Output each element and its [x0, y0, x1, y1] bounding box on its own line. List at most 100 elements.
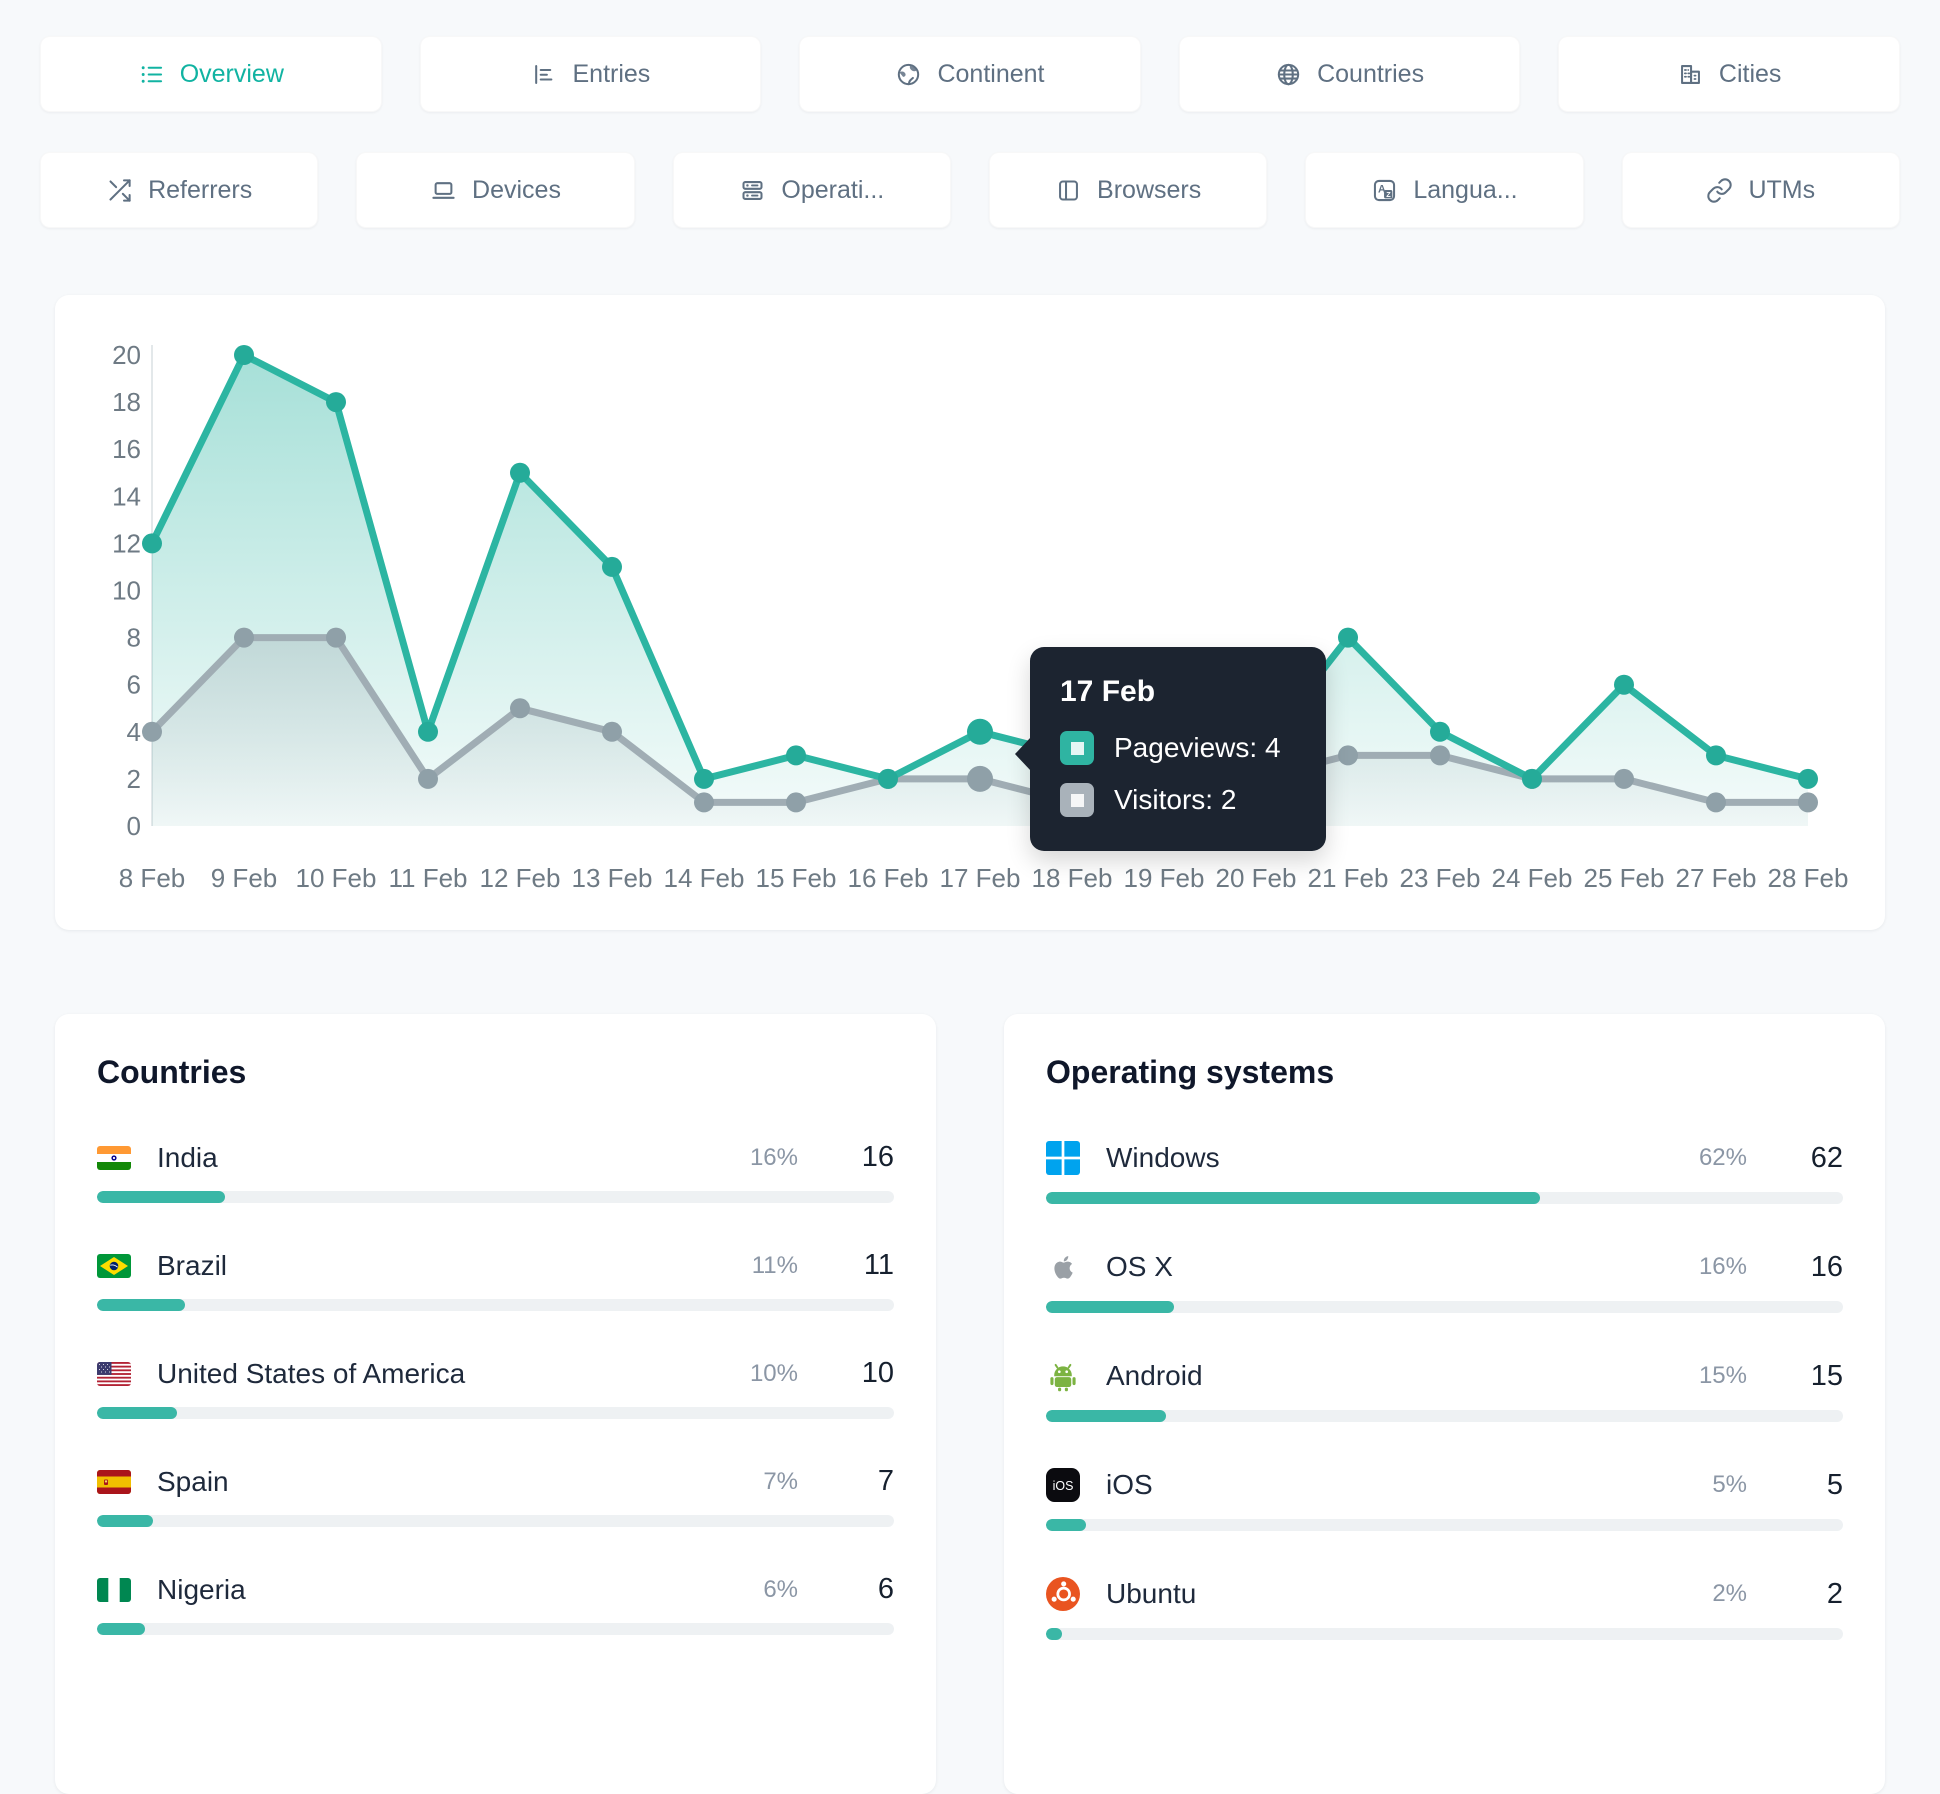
traffic-line-chart[interactable]: 0 2 4 6 8 10 12 14 16 18 20 8 Feb 9 Feb 10 Feb 11 Feb…	[55, 295, 1885, 930]
pageviews-point[interactable]	[1706, 745, 1726, 766]
visitors-point[interactable]	[694, 792, 714, 813]
stat-percent: 11%	[751, 1251, 798, 1279]
pageviews-point[interactable]	[1614, 674, 1634, 695]
stat-row-india[interactable]: India 16% 16	[97, 1141, 894, 1203]
tab-countries[interactable]: Countries	[1178, 36, 1521, 112]
tab-entries[interactable]: Entries	[419, 36, 762, 112]
panel-operating-systems: Operating systems Windows 62% 62 OS X 16…	[1004, 1014, 1885, 1794]
stat-value: 11	[863, 1249, 894, 1281]
visitors-point[interactable]	[786, 792, 806, 813]
tab-label: Browsers	[1097, 175, 1202, 204]
y-tick-label: 12	[112, 528, 141, 558]
visitors-point[interactable]	[1614, 768, 1634, 789]
stat-bar	[1046, 1301, 1843, 1313]
stat-bar	[97, 1299, 894, 1311]
pageviews-point[interactable]	[142, 533, 162, 554]
stat-percent: 16%	[1698, 1253, 1747, 1280]
tooltip-row-text: Pageviews: 4	[1114, 732, 1281, 763]
visitors-point[interactable]	[234, 627, 254, 648]
tab-devices[interactable]: Devices	[356, 152, 635, 228]
visitors-point[interactable]	[602, 721, 622, 742]
stat-row-spain[interactable]: Spain 7% 7	[97, 1465, 894, 1527]
tab-label: Langua...	[1413, 175, 1518, 204]
x-tick-label: 11 Feb	[388, 863, 467, 893]
visitors-point[interactable]	[1338, 745, 1358, 766]
pageviews-point[interactable]	[967, 718, 993, 745]
pageviews-point[interactable]	[1798, 768, 1818, 789]
pageviews-point[interactable]	[878, 768, 898, 789]
visitors-point[interactable]	[326, 627, 346, 648]
stat-row-windows[interactable]: Windows 62% 62	[1046, 1141, 1843, 1204]
visitors-swatch-icon	[1060, 783, 1094, 817]
tab-label: UTMs	[1748, 175, 1816, 204]
tab-browsers[interactable]: Browsers	[988, 152, 1268, 228]
stat-row-brazil[interactable]: Brazil 11% 11	[97, 1249, 894, 1311]
stat-row-os-x[interactable]: OS X 16% 16	[1046, 1250, 1843, 1313]
stat-value: 15	[1810, 1359, 1843, 1392]
stat-bar	[97, 1623, 894, 1635]
tab-label: Overview	[179, 59, 284, 88]
stat-row-android[interactable]: Android 15% 15	[1046, 1359, 1843, 1422]
stat-row-nigeria[interactable]: Nigeria 6% 6	[97, 1573, 894, 1635]
tab-continent[interactable]: Continent	[799, 36, 1141, 112]
tab-utms[interactable]: UTMs	[1621, 152, 1900, 228]
visitors-point[interactable]	[1430, 745, 1450, 766]
x-tick-label: 15 Feb	[756, 863, 837, 893]
pageviews-point[interactable]	[418, 721, 438, 742]
panel-countries: Countries India 16% 16 Brazil 11% 11	[55, 1014, 936, 1794]
visitors-point[interactable]	[1706, 792, 1726, 813]
x-tick-label: 27 Feb	[1676, 863, 1757, 893]
pageviews-swatch-icon	[1060, 731, 1094, 765]
android-icon	[1046, 1359, 1082, 1393]
pageviews-point[interactable]	[602, 556, 622, 577]
apple-icon	[1046, 1250, 1082, 1284]
tab-langua[interactable]: A Z Langua...	[1305, 152, 1584, 228]
visitors-point[interactable]	[510, 698, 530, 719]
y-tick-label: 16	[112, 434, 141, 464]
panel-title: Countries	[97, 1054, 247, 1090]
nigeria-flag-icon	[97, 1577, 133, 1602]
stat-row-ubuntu[interactable]: Ubuntu 2% 2	[1046, 1577, 1843, 1640]
list-icon	[138, 61, 165, 88]
stat-label: Android	[1106, 1360, 1203, 1391]
stat-label: Ubuntu	[1106, 1578, 1197, 1609]
stat-value: 6	[877, 1573, 894, 1605]
stats-panels: Countries India 16% 16 Brazil 11% 11	[55, 1014, 1885, 1794]
pageviews-point[interactable]	[694, 768, 714, 789]
pageviews-point[interactable]	[786, 745, 806, 766]
stat-bar	[1046, 1628, 1843, 1640]
visitors-point[interactable]	[418, 768, 438, 789]
stat-row-ios[interactable]: iOS iOS 5% 5	[1046, 1468, 1843, 1531]
tab-overview[interactable]: Overview	[40, 36, 382, 112]
spain-flag-icon	[97, 1469, 133, 1494]
india-flag-icon	[97, 1145, 133, 1170]
stat-label: India	[157, 1141, 218, 1173]
stat-bar	[1046, 1519, 1843, 1531]
pageviews-point[interactable]	[1338, 627, 1358, 648]
pageviews-point[interactable]	[1430, 721, 1450, 742]
x-tick-label: 13 Feb	[572, 863, 653, 893]
visitors-point[interactable]	[967, 765, 993, 792]
visitors-point[interactable]	[1798, 792, 1818, 813]
stat-bar	[97, 1407, 894, 1419]
x-tick-label: 24 Feb	[1492, 863, 1573, 893]
visitors-point[interactable]	[142, 721, 162, 742]
stat-value: 7	[877, 1465, 894, 1497]
tab-referrers[interactable]: Referrers	[40, 152, 319, 228]
x-tick-label: 16 Feb	[848, 863, 929, 893]
tab-cities[interactable]: Cities	[1558, 36, 1900, 112]
pageviews-point[interactable]	[510, 462, 530, 483]
x-tick-label: 20 Feb	[1216, 863, 1297, 893]
tab-label: Continent	[937, 59, 1045, 88]
pageviews-point[interactable]	[326, 392, 346, 413]
brazil-flag-icon	[97, 1253, 133, 1278]
tab-label: Operati...	[781, 175, 885, 204]
pageviews-point[interactable]	[1522, 768, 1542, 789]
pageviews-point[interactable]	[234, 345, 254, 365]
stat-value: 62	[1810, 1141, 1843, 1174]
stat-row-united-states-of-america[interactable]: United States of America 10% 10	[97, 1357, 894, 1419]
y-tick-label: 10	[112, 576, 141, 606]
tab-operati[interactable]: Operati...	[672, 152, 951, 228]
tooltip-row-visitors: Visitors: 2	[1060, 783, 1296, 817]
